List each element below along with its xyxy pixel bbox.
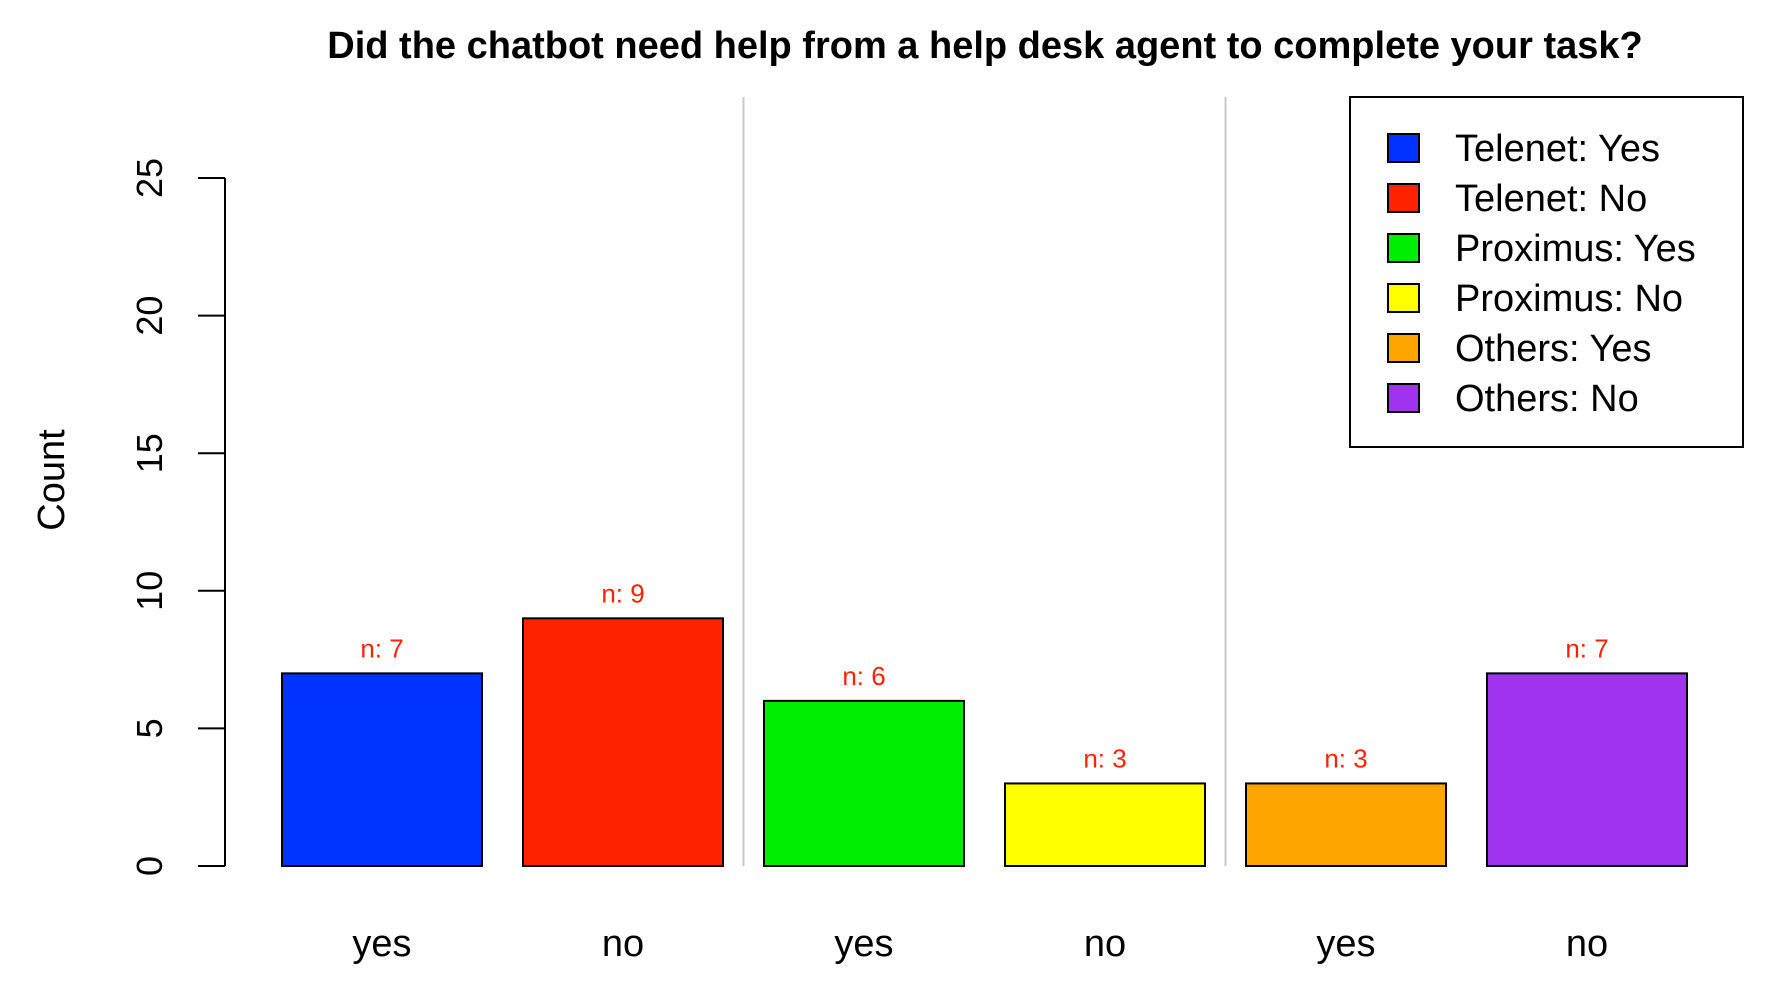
legend-label: Proximus: Yes bbox=[1455, 228, 1696, 270]
bar-value-label: n: 3 bbox=[1083, 743, 1126, 773]
y-tick-label: 0 bbox=[129, 856, 170, 876]
bar bbox=[1004, 782, 1206, 867]
legend-swatch bbox=[1387, 233, 1420, 263]
bars: n: 7 yes n: 9 no n: 6 yes n: 3 no n: 3 yes n: 7 no bbox=[281, 578, 1688, 965]
legend-swatch bbox=[1387, 133, 1420, 163]
x-category-label: yes bbox=[1316, 923, 1375, 965]
bar-value-label: n: 6 bbox=[842, 661, 885, 691]
bar-value-label: n: 9 bbox=[601, 578, 644, 608]
bar-value-label: n: 7 bbox=[360, 633, 403, 663]
bar bbox=[522, 617, 724, 867]
legend-label: Others: No bbox=[1455, 378, 1639, 420]
bar bbox=[1245, 782, 1447, 867]
x-category-label: yes bbox=[834, 923, 893, 965]
x-category-label: no bbox=[602, 923, 644, 965]
legend-label: Telenet: No bbox=[1455, 178, 1647, 220]
y-tick-label: 5 bbox=[129, 718, 170, 738]
y-axis-label: Count bbox=[31, 429, 73, 531]
x-category-label: no bbox=[1566, 923, 1608, 965]
x-category-label: yes bbox=[352, 923, 411, 965]
legend: Telenet: Yes Telenet: No Proximus: Yes Prox… bbox=[1349, 96, 1744, 448]
y-tick-label: 25 bbox=[129, 158, 170, 198]
x-category-label: no bbox=[1084, 923, 1126, 965]
legend-swatch bbox=[1387, 383, 1420, 413]
chart-title: Did the chatbot need help from a help de… bbox=[327, 25, 1642, 67]
bar bbox=[1486, 672, 1688, 867]
y-axis: 0 5 10 15 20 25 bbox=[129, 158, 226, 876]
bar-value-label: n: 3 bbox=[1324, 743, 1367, 773]
legend-swatch bbox=[1387, 283, 1420, 313]
legend-label: Proximus: No bbox=[1455, 278, 1683, 320]
legend-label: Telenet: Yes bbox=[1455, 128, 1660, 170]
y-tick-label: 20 bbox=[129, 296, 170, 336]
y-tick-label: 15 bbox=[129, 433, 170, 473]
legend-swatch bbox=[1387, 333, 1420, 363]
bar bbox=[763, 699, 965, 867]
bar bbox=[281, 672, 483, 867]
bar-value-label: n: 7 bbox=[1565, 633, 1608, 663]
y-tick-label: 10 bbox=[129, 571, 170, 611]
legend-label: Others: Yes bbox=[1455, 328, 1651, 370]
legend-swatch bbox=[1387, 183, 1420, 213]
group-separators bbox=[742, 97, 1227, 866]
